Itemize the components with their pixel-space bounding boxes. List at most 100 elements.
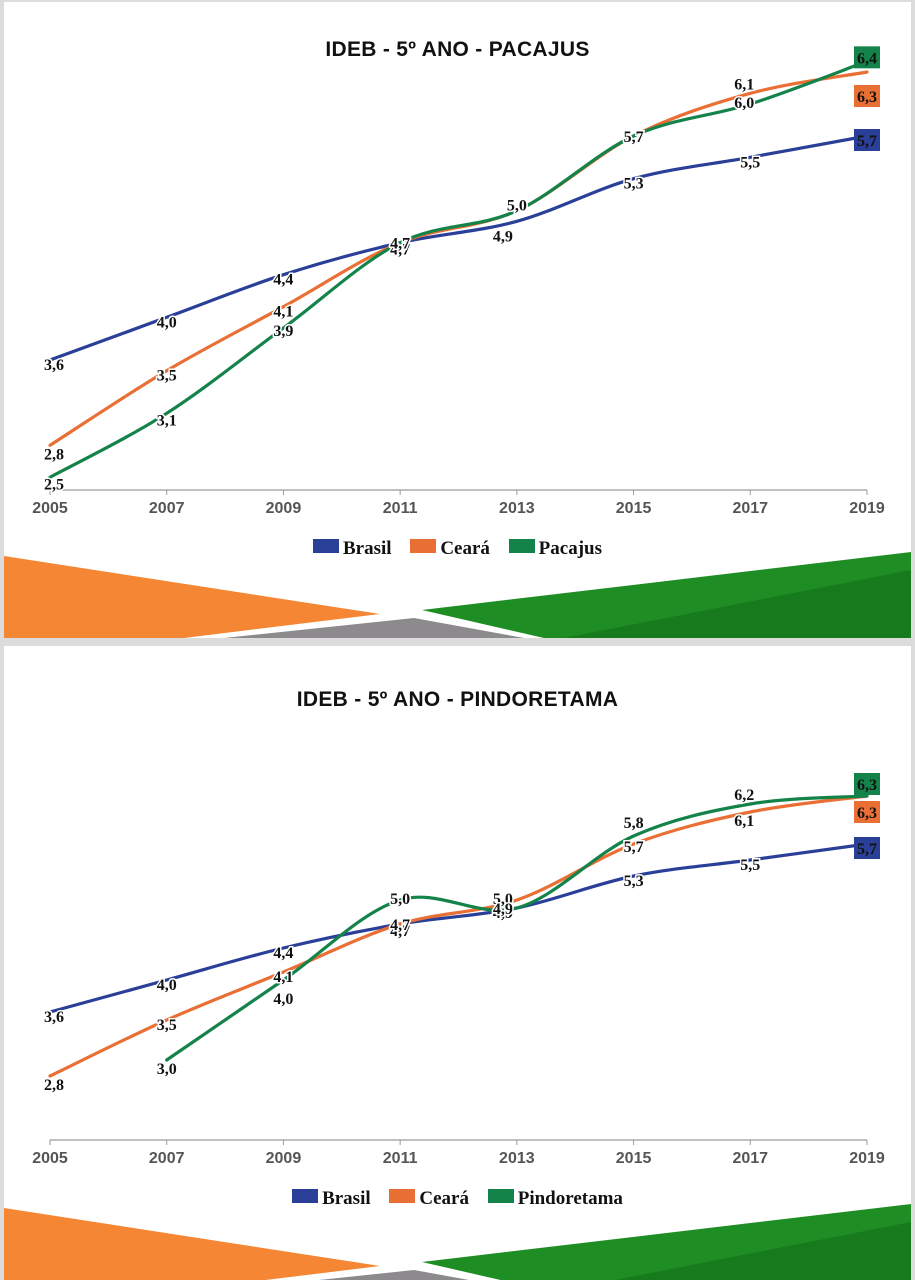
data-label-ceara: 5,7 [624,839,644,856]
green-stripe-decoration [615,1222,911,1280]
data-label-municipio: 3,1 [157,412,177,429]
legend-swatch-ceara-icon [410,539,437,553]
data-label-brasil: 4,7 [390,923,410,940]
x-tick-label: 2005 [32,1150,68,1167]
data-label-brasil: 4,4 [273,272,293,289]
chart-title: IDEB - 5º ANO - PACAJUS [325,38,590,61]
data-label-ceara: 6,3 [857,805,877,822]
end-value-box-municipio [854,773,880,795]
chart-title: IDEB - 5º ANO - PINDORETAMA [296,688,619,711]
data-label-brasil: 4,0 [157,314,177,331]
series-line-municipio [48,59,869,479]
data-label-brasil: 5,3 [624,176,644,193]
end-value-box-ceara [854,801,880,823]
series-line-ceara [48,794,869,1078]
data-label-brasil: 5,7 [857,841,877,858]
data-label-municipio: 6,2 [734,787,754,804]
data-label-municipio: 6,4 [857,50,877,67]
data-label-ceara: 5,0 [507,198,527,215]
data-label-brasil: 3,6 [44,1009,64,1026]
x-tick-label: 2019 [849,500,885,517]
data-label-municipio: 5,0 [390,891,410,908]
data-label-municipio: 3,9 [273,323,293,340]
data-label-ceara: 5,7 [624,129,644,146]
data-label-ceara: 2,8 [44,1077,64,1094]
end-value-box-ceara [854,85,880,107]
data-label-brasil: 4,0 [157,977,177,994]
end-value-box-brasil [854,129,880,151]
decorative-footer-banner [4,1204,911,1280]
end-value-box-municipio [854,46,880,69]
legend-swatch-pacajus-icon [508,539,535,553]
chart-panel-pindoretama: IDEB - 5º ANO - PINDORETAMA 2005 2007 2009… [4,646,911,1280]
x-tick-label: 2013 [499,1150,535,1167]
legend-swatch-pindoretama-icon [487,1189,514,1203]
data-label-brasil: 5,5 [740,154,760,171]
data-label-municipio: 4,9 [493,901,513,918]
legend-item-brasil: Brasil [313,538,392,560]
chart-legend: Brasil Ceará Pindoretama [4,1188,911,1210]
decorative-footer-banner [4,552,911,638]
data-label-brasil: 5,5 [740,857,760,874]
series-line-brasil [48,134,869,362]
x-tick-label: 2013 [499,500,535,517]
x-tick-label: 2017 [732,500,768,517]
orange-triangle-decoration [4,556,380,638]
legend-item-pindoretama: Pindoretama [487,1188,623,1210]
data-label-brasil: 4,7 [390,242,410,259]
green-stripe-decoration [564,570,911,638]
x-tick-label: 2017 [732,1150,768,1167]
data-label-municipio: 4,7 [390,236,410,253]
legend-swatch-brasil-icon [313,539,339,553]
data-label-ceara: 3,5 [157,1017,177,1034]
legend-item-brasil: Brasil [292,1188,371,1210]
line-chart-pindoretama: 2005 2007 2009 2011 2013 2015 2017 2019 3,6 4,0 4,… [32,773,885,1167]
data-label-municipio: 5,7 [624,129,644,146]
x-tick-label: 2007 [149,1150,185,1167]
x-tick-label: 2007 [149,500,185,517]
data-label-municipio: 4,0 [273,991,293,1008]
data-label-ceara: 3,5 [157,368,177,385]
data-label-ceara: 2,8 [44,446,64,463]
x-tick-label: 2011 [383,1150,418,1167]
chart-panel-pacajus: IDEB - 5º ANO - PACAJUS 2005 2007 2009 2011… [4,2,911,638]
x-tick-label: 2009 [266,1150,302,1167]
legend-swatch-ceara-icon [389,1189,416,1203]
data-label-ceara: 4,7 [390,917,410,934]
x-tick-label: 2011 [383,500,418,517]
end-value-box-brasil [854,837,880,859]
x-tick-label: 2015 [616,500,652,517]
x-tick-label: 2005 [32,500,68,517]
data-label-ceara: 6,1 [734,76,754,93]
line-chart-pacajus: 2005 2007 2009 2011 2013 2015 2017 2019 3,6 4,0 4,… [32,46,885,517]
x-tick-label: 2009 [266,500,302,517]
data-label-brasil: 4,4 [273,945,293,962]
series-line-ceara [48,70,869,447]
data-label-brasil: 5,7 [857,133,877,150]
x-tick-label: 2019 [849,1150,885,1167]
data-label-ceara: 5,0 [493,891,513,908]
data-label-ceara: 4,7 [390,236,410,253]
series-line-municipio [165,794,869,1062]
data-label-ceara: 6,3 [857,89,877,106]
data-label-municipio: 6,3 [857,777,877,794]
data-label-municipio: 5,8 [624,815,644,832]
data-label-brasil: 3,6 [44,357,64,374]
series-line-brasil [48,842,869,1014]
legend-item-ceara: Ceará [410,538,490,560]
data-label-municipio: 3,0 [157,1061,177,1078]
data-label-brasil: 4,9 [493,228,513,245]
orange-triangle-decoration [4,1208,380,1280]
legend-item-ceara: Ceará [389,1188,469,1210]
data-label-ceara: 4,1 [273,969,293,986]
data-label-municipio: 6,0 [734,95,754,112]
legend-item-pacajus: Pacajus [508,538,602,560]
x-tick-label: 2015 [616,1150,652,1167]
legend-swatch-brasil-icon [292,1189,319,1203]
data-label-brasil: 5,3 [624,873,644,890]
data-label-ceara: 4,1 [273,304,293,321]
data-label-municipio: 5,0 [507,198,527,215]
data-label-municipio: 2,5 [44,476,64,493]
chart-legend: Brasil Ceará Pacajus [4,538,911,560]
gray-triangle-decoration [224,618,524,638]
